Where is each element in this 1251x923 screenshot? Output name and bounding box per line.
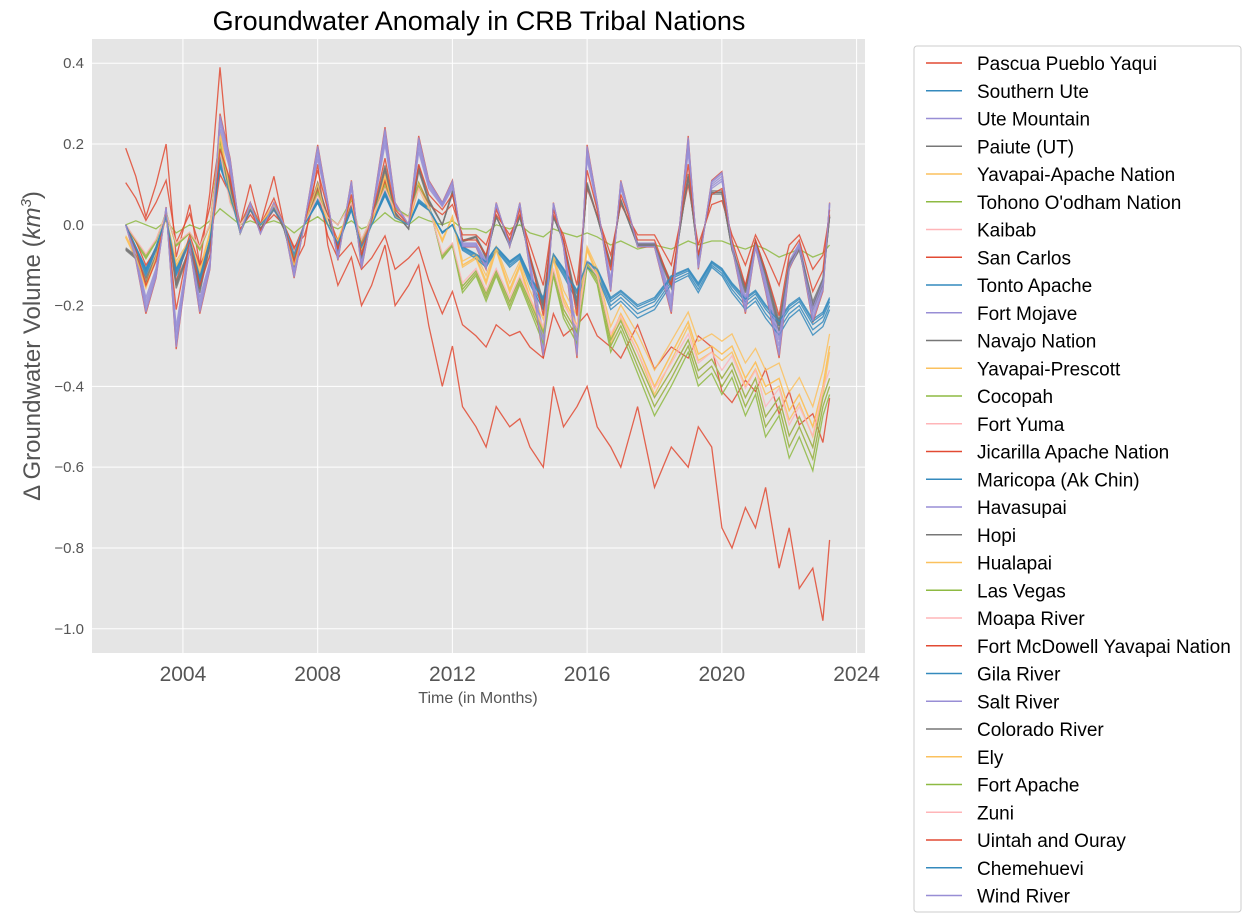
legend-label: Fort Mojave [977,304,1077,325]
legend-label: Ute Mountain [977,110,1090,131]
legend-label: Jicarilla Apache Nation [977,443,1169,464]
series-line-6 [125,207,831,258]
grid [92,39,865,653]
legend-label: Tohono O'odham Nation [977,193,1181,214]
y-axis-label-exp: 3 [18,198,35,207]
x-tick-label: 2024 [833,663,880,686]
y-axis-label-unit: km [19,207,46,239]
legend-box [913,45,1242,913]
legend-label: Chemehuevi [977,859,1084,880]
legend-label: Fort Apache [977,776,1079,797]
series-line-31 [125,115,831,356]
axis-ticks: 0.4 0.2 0.0 −0.2 −0.4 −0.6 −0.8 −1.0 2004 2008 201… [54,55,880,686]
legend-label: Yavapai-Apache Nation [977,165,1175,186]
legend-label: Fort Yuma [977,415,1065,436]
legend-label: Yavapai-Prescott [977,359,1121,380]
legend-label: Southern Ute [977,82,1089,103]
legend-label: Las Vegas [977,581,1066,602]
y-axis-label-text: Δ Groundwater Volume ( [19,239,46,501]
plot-area [92,39,865,653]
legend-label: Paiute (UT) [977,137,1074,158]
legend-label: Ely [977,748,1004,769]
x-tick-label: 2008 [294,663,341,686]
y-tick-label: 0.2 [63,136,84,153]
legend-label: Salt River [977,692,1060,713]
y-tick-label: −0.6 [54,459,84,476]
x-tick-label: 2016 [564,663,611,686]
y-tick-label: 0.0 [63,217,84,234]
legend-label: Zuni [977,803,1014,824]
y-tick-label: −0.2 [54,298,84,315]
y-axis-label-close: ) [19,191,46,199]
legend-label: San Carlos [977,248,1071,269]
legend-label: Hualapai [977,554,1052,575]
legend-label: Hopi [977,526,1016,547]
y-axis-label: Δ Groundwater Volume (km3) [18,191,46,501]
legend-label: Tonto Apache [977,276,1092,297]
legend: Pascua Pueblo Yaqui Southern Ute Ute Mount… [913,45,1242,913]
chart-title: Groundwater Anomaly in CRB Tribal Nation… [213,6,746,36]
x-tick-label: 2012 [429,663,476,686]
y-tick-label: −1.0 [54,621,84,638]
series-lines [125,67,831,621]
x-tick-label: 2004 [160,663,207,686]
legend-label: Pascua Pueblo Yaqui [977,54,1157,75]
legend-label: Fort McDowell Yavapai Nation [977,637,1231,658]
series-line-29 [125,148,831,316]
legend-label: Havasupai [977,498,1067,519]
series-line-28 [125,151,831,438]
legend-label: Cocopah [977,387,1053,408]
legend-label: Maricopa (Ak Chin) [977,470,1140,491]
legend-label: Navajo Nation [977,332,1096,353]
y-tick-label: −0.4 [54,378,84,395]
legend-label: Uintah and Ouray [977,831,1126,852]
legend-label: Colorado River [977,720,1104,741]
legend-label: Wind River [977,887,1071,908]
y-tick-label: −0.8 [54,540,84,557]
x-tick-label: 2020 [698,663,745,686]
y-tick-label: 0.4 [63,55,84,72]
legend-label: Kaibab [977,221,1036,242]
legend-label: Moapa River [977,609,1085,630]
x-axis-label: Time (in Months) [418,690,537,707]
legend-label: Gila River [977,665,1061,686]
